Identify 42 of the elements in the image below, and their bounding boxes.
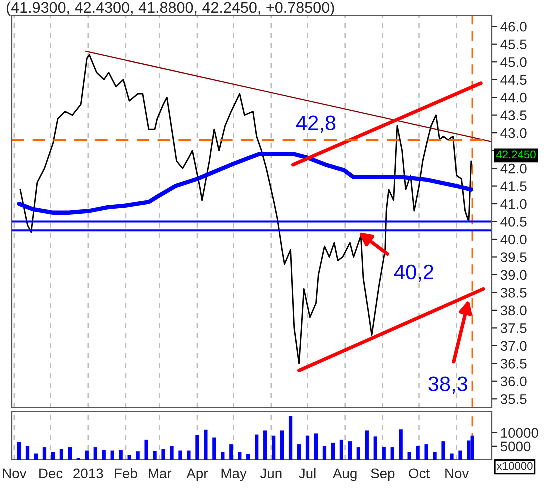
x-tick-label: Oct bbox=[409, 468, 430, 479]
x-tick-label: Dec bbox=[40, 468, 63, 479]
x-tick-label: Sep bbox=[371, 468, 395, 482]
x-tick-label: Mar bbox=[149, 468, 172, 479]
y-tick-label: 44.5 bbox=[500, 75, 527, 86]
y-tick-label: 36.0 bbox=[500, 376, 527, 387]
y-tick-label: 40.0 bbox=[500, 234, 527, 245]
x-tick-label: Aug bbox=[333, 468, 357, 482]
y-tick-label: 45.0 bbox=[500, 57, 527, 68]
y-tick-label: 39.5 bbox=[500, 252, 527, 262]
x-tick-label: Nov bbox=[3, 468, 27, 479]
y-tick-label: 42.0 bbox=[500, 164, 527, 174]
y-tick-label: 46.0 bbox=[500, 22, 527, 32]
y-tick-label: 36.5 bbox=[500, 358, 527, 369]
x-tick-label: Jun bbox=[260, 468, 282, 479]
x-tick-label: Nov bbox=[446, 468, 470, 479]
y-tick-label: 38.0 bbox=[500, 306, 527, 316]
y-tick-label: 40.5 bbox=[500, 217, 527, 227]
x-tick-label: Jul bbox=[299, 468, 316, 479]
x-tick-label: Apr bbox=[186, 468, 208, 482]
x-tick-label: 2013 bbox=[74, 468, 104, 479]
y-tick-label: 45.5 bbox=[500, 40, 527, 50]
text: x10000 bbox=[496, 462, 533, 470]
y-tick-label: 43.0 bbox=[500, 128, 527, 138]
y-tick-label: 5000 bbox=[500, 442, 531, 452]
y-tick-label: 41.5 bbox=[500, 182, 527, 192]
annotation: 42,8 bbox=[296, 116, 336, 133]
y-tick-label: 44.0 bbox=[500, 92, 527, 103]
x-tick-label: Feb bbox=[115, 468, 138, 479]
y-tick-label: 43.5 bbox=[500, 110, 527, 120]
y-tick-label: 39.0 bbox=[500, 270, 527, 280]
y-tick-label: 37.0 bbox=[500, 341, 527, 352]
annotation: 40,2 bbox=[394, 264, 434, 282]
annotation: 38,3 bbox=[428, 376, 468, 394]
y-tick-label: 35.5 bbox=[500, 394, 527, 404]
x-tick-label: May bbox=[222, 468, 247, 482]
y-tick-label: 10000 bbox=[501, 428, 538, 438]
y-tick-label: 37.5 bbox=[500, 324, 527, 334]
y-tick-label: 38.5 bbox=[500, 288, 527, 298]
chart-title: (41.9300, 42.4300, 41.8800, 42.2450, +0.78500) bbox=[6, 2, 334, 16]
annotation: 42.2450 bbox=[496, 150, 536, 159]
y-tick-label: 41.0 bbox=[500, 199, 527, 210]
